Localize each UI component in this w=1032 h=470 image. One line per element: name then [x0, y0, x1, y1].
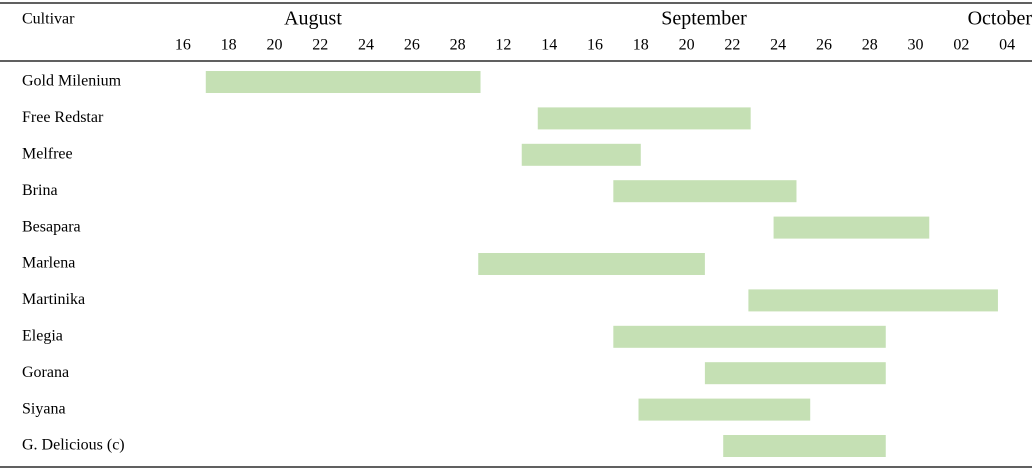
bar	[613, 325, 886, 348]
bar	[537, 107, 751, 130]
x-tick-label: 26	[816, 37, 832, 54]
x-tick-label: 12	[495, 37, 511, 54]
x-tick-label: 30	[908, 37, 924, 54]
x-tick-label: 14	[541, 37, 557, 54]
month-label: October	[968, 8, 1032, 30]
x-tick-label: 20	[679, 37, 695, 54]
x-tick-label: 26	[404, 37, 420, 54]
x-tick-label: 28	[862, 37, 878, 54]
row-label: Gorana	[22, 364, 69, 381]
x-tick-label: 20	[266, 37, 282, 54]
row-label: Siyana	[22, 400, 66, 417]
x-tick-label: 18	[633, 37, 649, 54]
bar	[205, 71, 481, 93]
x-tick-label: 16	[587, 37, 603, 54]
row-label: Besapara	[22, 218, 81, 235]
row-label: G. Delicious (c)	[22, 437, 125, 454]
bar	[773, 216, 930, 239]
row-label: Elegia	[22, 327, 63, 344]
month-label: August	[284, 8, 342, 30]
row-label: Free Redstar	[22, 109, 104, 126]
x-tick-label: 28	[450, 37, 466, 54]
x-tick-label: 22	[312, 37, 328, 54]
bar	[704, 362, 886, 385]
row-label: Gold Milenium	[22, 73, 122, 90]
row-label: Marlena	[22, 255, 75, 272]
bar	[521, 143, 641, 166]
row-label: Brina	[22, 182, 58, 199]
header: Cultivar	[22, 11, 75, 28]
x-tick-label: 18	[221, 37, 237, 54]
row-label: Martinika	[22, 291, 85, 308]
bar	[638, 398, 811, 421]
bar	[478, 253, 705, 275]
x-tick-label: 22	[724, 37, 740, 54]
bar	[748, 289, 998, 312]
x-tick-label: 24	[770, 37, 786, 54]
bar	[613, 180, 797, 203]
month-label: September	[661, 8, 747, 30]
row-label: Melfree	[22, 145, 73, 162]
x-tick-label: 02	[953, 37, 969, 54]
x-tick-label: 16	[175, 37, 191, 54]
x-tick-label: 04	[999, 37, 1015, 54]
bar	[723, 435, 886, 457]
x-tick-label: 24	[358, 37, 374, 54]
